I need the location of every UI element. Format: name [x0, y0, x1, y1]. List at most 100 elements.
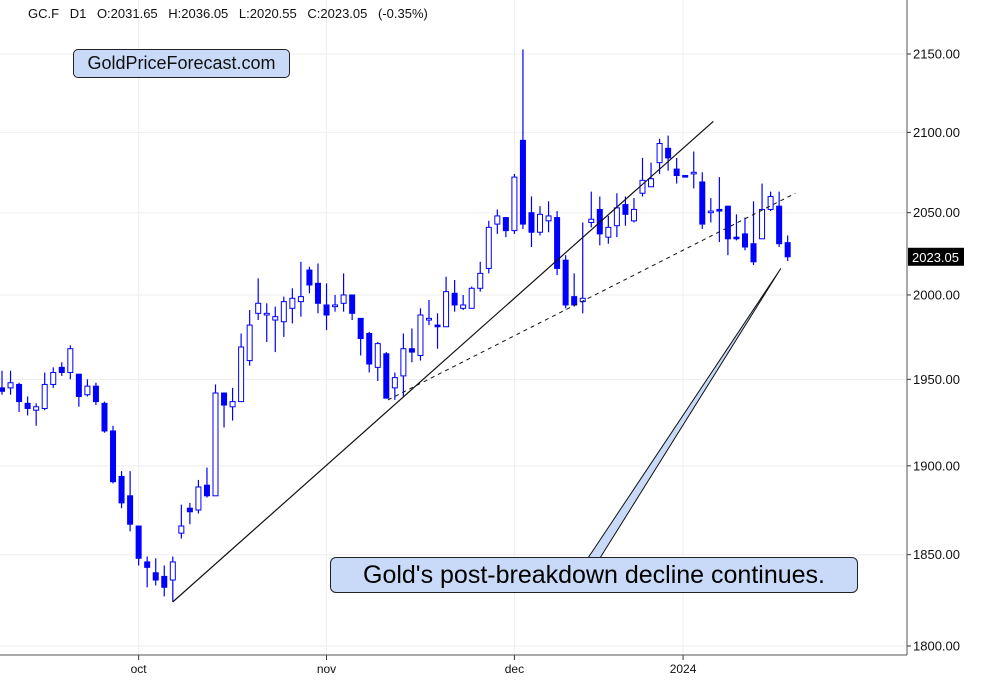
candle-bearish [323, 304, 330, 316]
support-trendline [172, 120, 714, 603]
candle-bullish [485, 226, 492, 269]
candle-bearish [144, 561, 151, 568]
candle-bearish [127, 495, 134, 525]
candle-bearish [750, 243, 757, 263]
candle-bullish [468, 287, 475, 309]
candle-bearish [733, 236, 740, 240]
candle-bullish [605, 226, 612, 238]
candle-bearish [776, 205, 783, 245]
candle-bearish [161, 575, 168, 588]
candle-bearish [24, 402, 31, 409]
candle-bearish [784, 242, 791, 258]
candle-bullish [374, 343, 381, 368]
candle-bearish [186, 507, 193, 513]
candle-bearish [562, 259, 569, 306]
candle-bullish [417, 314, 424, 356]
candle-bearish [528, 212, 535, 233]
candle-bullish [656, 143, 663, 164]
candle-bearish [434, 324, 441, 328]
low-value: L:2020.55 [238, 6, 297, 21]
candle-bearish [622, 204, 629, 215]
candle-bullish [297, 296, 304, 303]
x-tick-label: nov [317, 662, 336, 676]
last-price-badge [908, 247, 964, 266]
candle-bearish [665, 147, 672, 159]
candle-bullish [391, 377, 398, 389]
candle-bullish [67, 348, 74, 373]
candle-bullish [707, 210, 714, 214]
y-tick-label: 1850.00 [913, 547, 960, 562]
candle-bullish [50, 371, 57, 385]
high-value: H:2036.05 [168, 6, 229, 21]
candle-bearish [306, 269, 313, 286]
candle-bearish [366, 332, 373, 365]
candle-bearish [221, 392, 228, 406]
candle-bullish [332, 304, 339, 308]
candle-bullish [272, 316, 279, 321]
candle-bullish [400, 348, 407, 377]
logo-watermark: GoldPriceForecast.com [73, 49, 290, 78]
candle-bearish [58, 366, 65, 373]
candle-bullish [340, 294, 347, 304]
y-tick-label: 2100.00 [913, 125, 960, 140]
candle-bullish [280, 301, 287, 323]
candle-bullish [690, 171, 697, 175]
candle-bullish [537, 213, 544, 233]
candle-bearish [554, 217, 561, 269]
candle-bearish [110, 430, 117, 483]
candle-bearish [519, 139, 526, 225]
candle-bullish [41, 383, 48, 409]
candle-bullish [33, 406, 40, 411]
candle-bearish [135, 525, 142, 559]
symbol: GC.F [28, 6, 60, 21]
candle-bearish [682, 175, 689, 178]
candle-bullish [759, 208, 766, 240]
candle-bearish [203, 484, 210, 497]
x-tick-label: 2024 [670, 662, 697, 676]
candle-bearish [357, 317, 364, 340]
last-price-label: 2023.05 [912, 250, 959, 265]
candle-bearish [571, 296, 578, 306]
candle-bearish [724, 205, 731, 240]
candle-bullish [263, 312, 270, 316]
candle-bullish [195, 486, 202, 511]
candle-bearish [152, 572, 159, 581]
ohlc-header: GC.F D1 O:2031.65 H:2036.05 L:2020.55 C:… [28, 6, 435, 21]
close-value: C:2023.05 [307, 6, 368, 21]
candle-bullish [648, 178, 655, 188]
candle-bearish [92, 385, 99, 403]
candle-bullish [630, 208, 637, 222]
candle-bullish [7, 382, 14, 389]
change-value: (-0.35%) [378, 6, 428, 21]
candle-bullish [613, 207, 620, 227]
candle-bearish [75, 373, 82, 397]
candle-bearish [673, 168, 680, 177]
candle-bullish [443, 291, 450, 328]
y-tick-label: 2150.00 [913, 47, 960, 62]
candle-bearish [741, 233, 748, 248]
y-tick-label: 2000.00 [913, 287, 960, 302]
candle-bullish [84, 385, 91, 396]
candle-bullish [212, 392, 219, 497]
candle-bearish [451, 292, 458, 306]
candle-bearish [716, 208, 723, 212]
candle-bullish [460, 304, 467, 309]
x-tick-label: oct [131, 662, 148, 676]
candle-bullish [511, 176, 518, 232]
candle-bullish [545, 215, 552, 222]
open-value: O:2031.65 [96, 6, 158, 21]
candle-bullish [178, 525, 185, 534]
candle-bearish [101, 402, 108, 432]
candle-bearish [699, 181, 706, 225]
candle-bearish [408, 348, 415, 353]
candle-bullish [289, 297, 296, 309]
y-tick-label: 1800.00 [913, 639, 960, 654]
callout-pointer [587, 268, 782, 559]
candle-bullish [426, 317, 432, 321]
candle-bullish [246, 324, 253, 362]
candle-bearish [349, 294, 356, 314]
candle-bullish [477, 272, 484, 289]
candle-bullish [255, 302, 262, 314]
candle-bearish [383, 353, 390, 399]
